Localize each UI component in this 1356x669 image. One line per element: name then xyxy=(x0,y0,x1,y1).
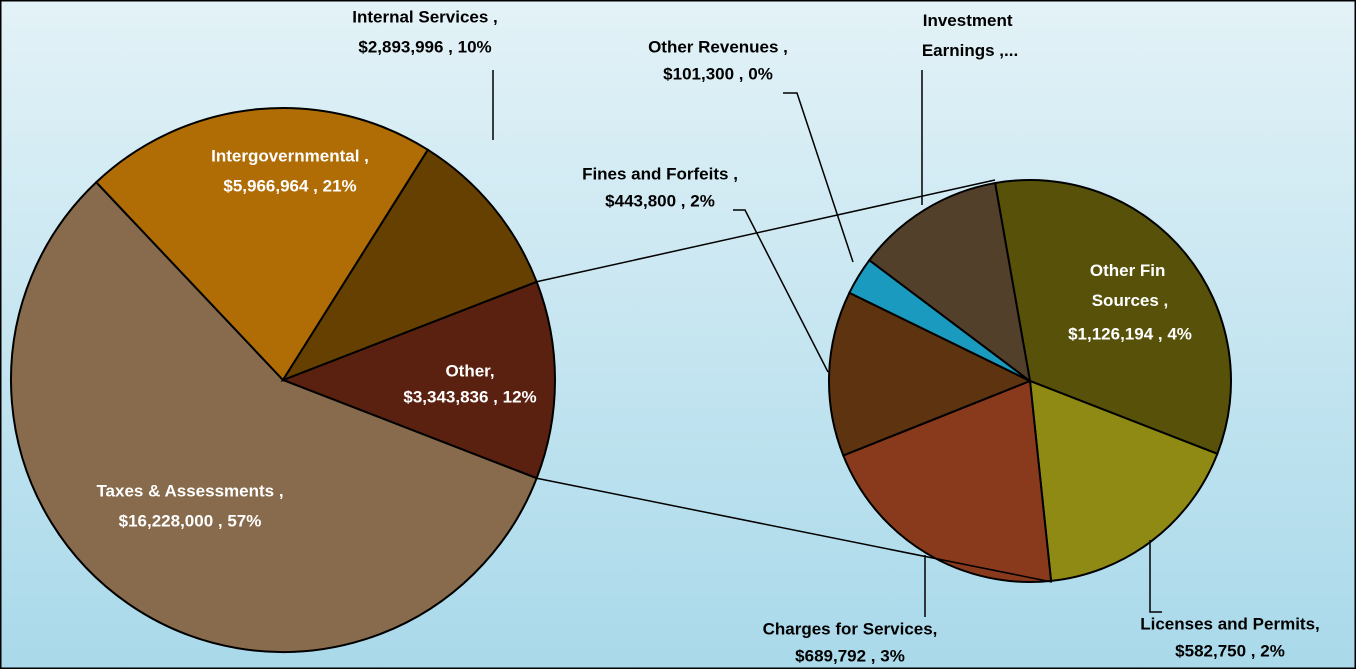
data-label-value: $16,228,000 , 57% xyxy=(119,511,262,530)
leader-line xyxy=(1149,540,1162,613)
leader-line xyxy=(733,209,829,373)
pie-slice xyxy=(828,291,1033,457)
pie-slice xyxy=(1028,379,1219,582)
data-label-value: $3,343,836 , 12% xyxy=(403,387,536,406)
data-label-name: Intergovernmental , xyxy=(211,146,369,165)
pie-slice xyxy=(10,180,538,653)
data-label-value: $2,893,996 , 10% xyxy=(358,37,491,56)
data-label-name: Internal Services , xyxy=(352,7,498,26)
data-label-value: $582,750 , 2% xyxy=(1175,641,1285,660)
data-label-value: $101,300 , 0% xyxy=(663,64,773,83)
data-label-value: $5,966,964 , 21% xyxy=(223,176,356,195)
label-line: Other Fin xyxy=(1090,261,1170,280)
pie-slice xyxy=(280,280,556,480)
slices xyxy=(10,107,1232,653)
data-label-name: Charges for Services, xyxy=(763,619,938,638)
data-label-name: Other Revenues , xyxy=(648,37,788,56)
connector-line xyxy=(536,477,1053,583)
data-label-name: Investment Earnings ,... xyxy=(922,11,1018,60)
label-line: Sources , xyxy=(1092,291,1169,310)
leader-line xyxy=(783,92,854,263)
labels: Taxes & Assessments , $16,228,000 , 57% In… xyxy=(96,7,1319,665)
data-label-name: Licenses and Permits, xyxy=(1140,614,1320,633)
data-label-value: $689,792 , 3% xyxy=(795,646,905,665)
label-line: Investment xyxy=(923,11,1017,30)
pie-slice xyxy=(867,181,1032,384)
data-label-name: Other Fin Sources , xyxy=(1090,261,1170,310)
pie-slice xyxy=(993,179,1232,456)
data-label-value: $1,126,194 , 4% xyxy=(1068,324,1192,343)
pie-slice xyxy=(280,148,538,383)
connector-line xyxy=(536,179,996,283)
data-label-value: $443,800 , 2% xyxy=(605,191,715,210)
pie-slice xyxy=(94,107,430,382)
pie-slice xyxy=(842,379,1053,583)
leader-lines xyxy=(492,70,1162,617)
data-label-name: Fines and Forfeits , xyxy=(582,164,738,183)
data-label-name: Other, xyxy=(445,361,494,380)
label-line: Earnings ,... xyxy=(922,41,1018,60)
data-label-name: Taxes & Assessments , xyxy=(96,481,283,500)
